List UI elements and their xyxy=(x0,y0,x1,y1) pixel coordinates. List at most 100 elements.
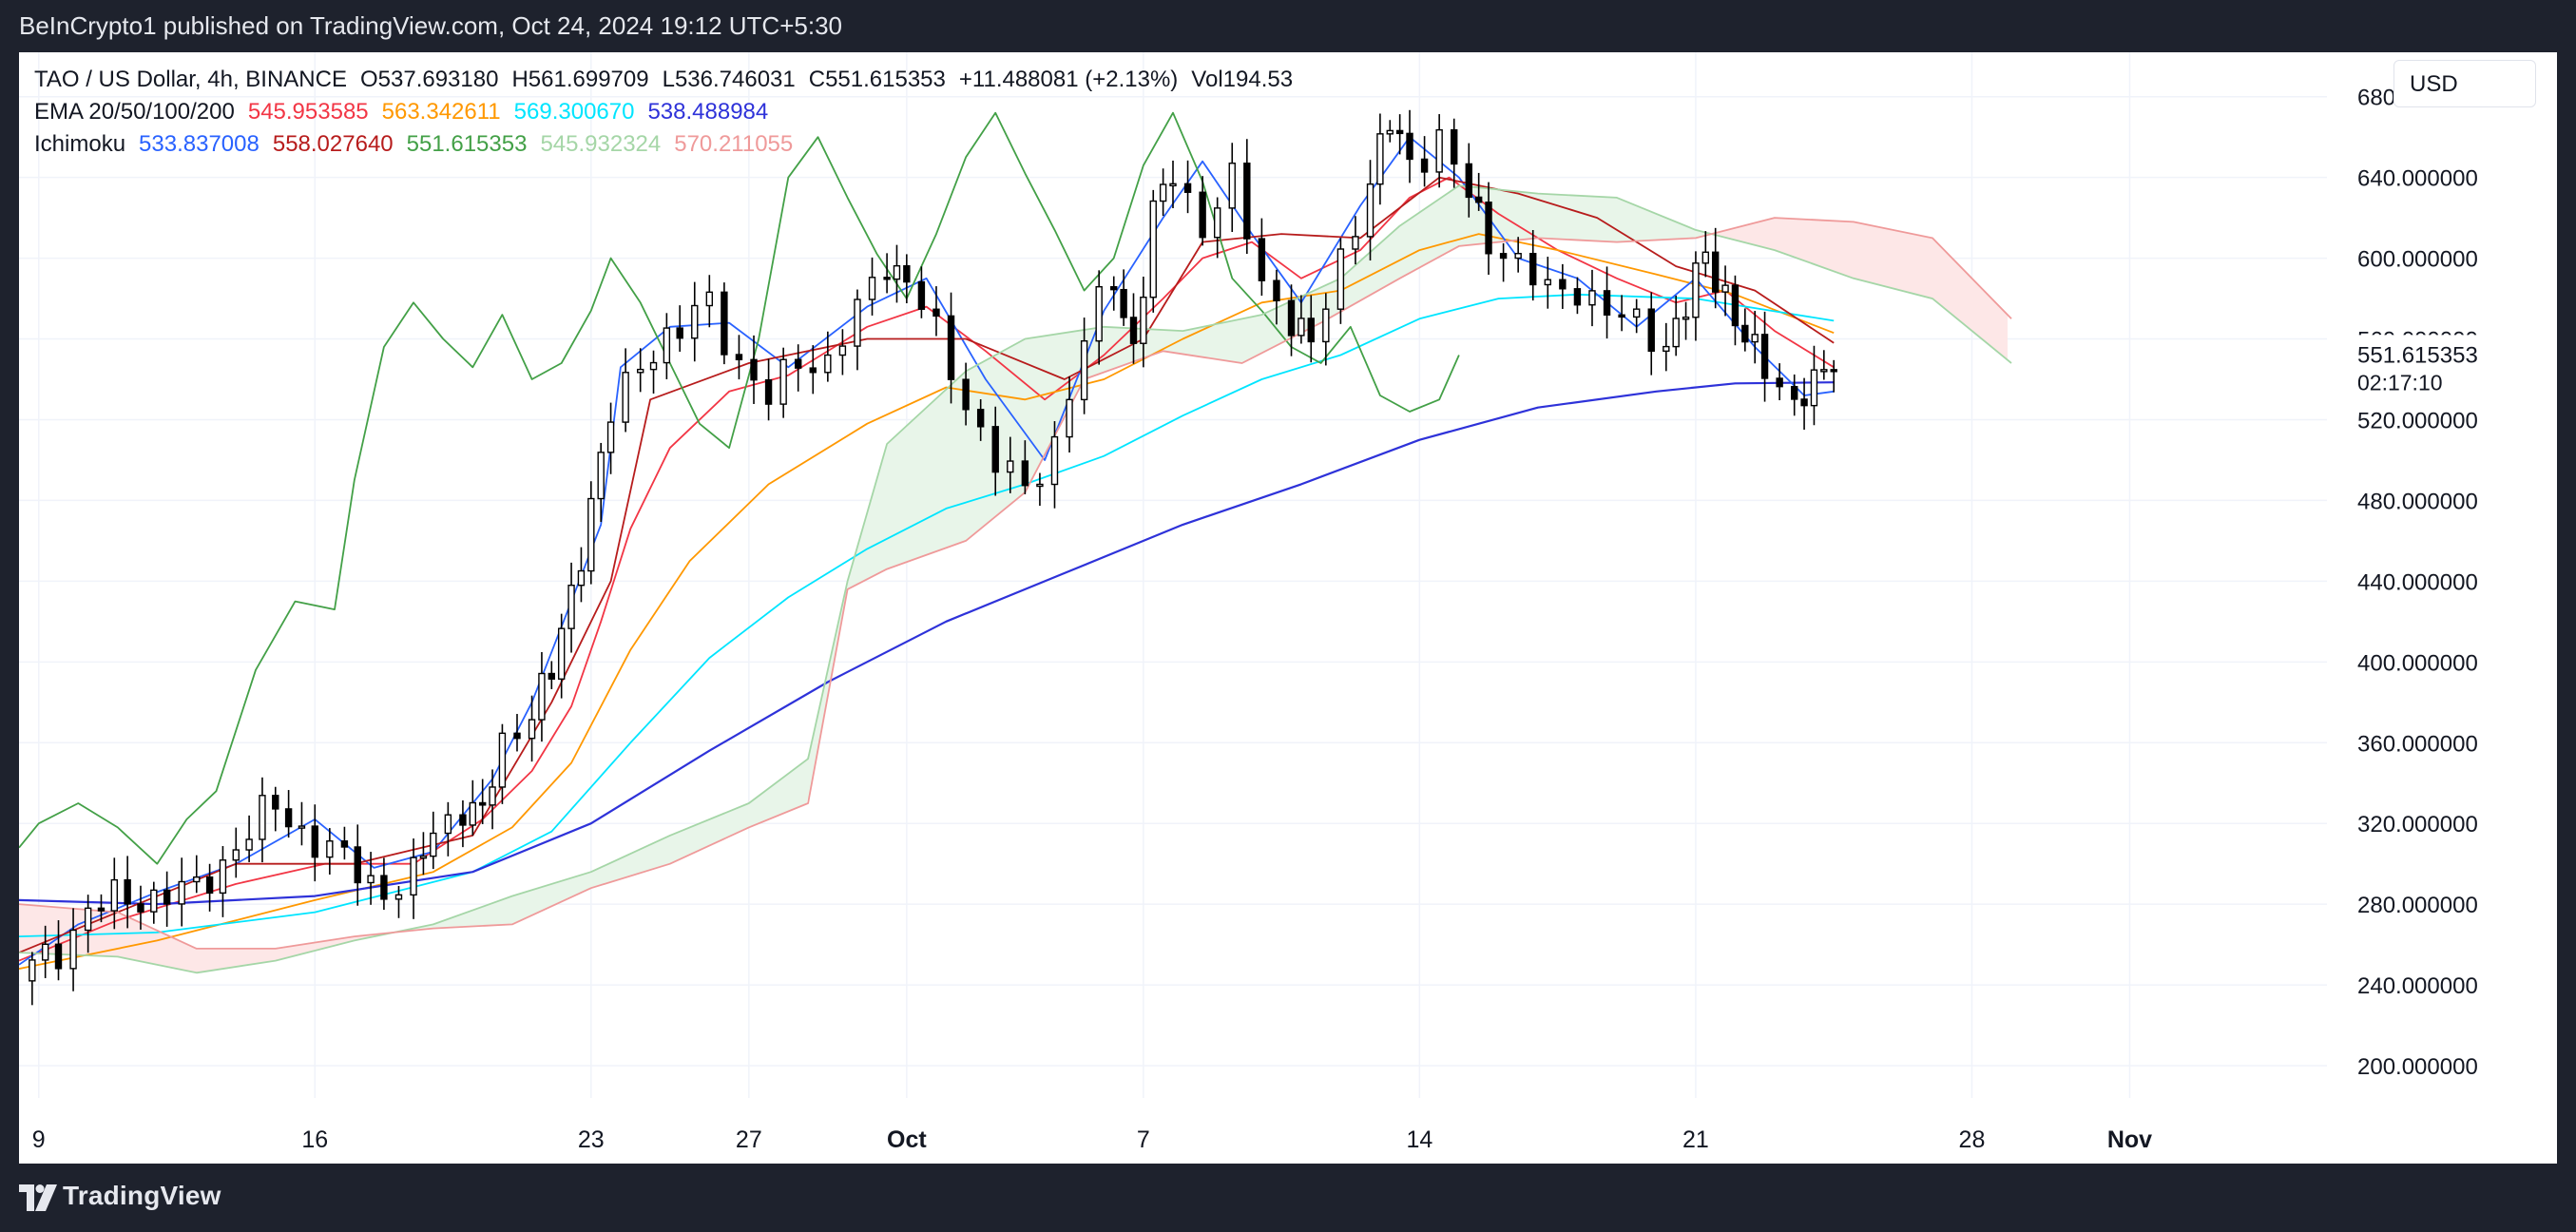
x-tick-label-2: 23 xyxy=(578,1126,605,1153)
candle-130 xyxy=(1731,275,1740,346)
candle-body-58 xyxy=(779,358,787,405)
x-tick-label-4: Oct xyxy=(887,1126,927,1153)
series-ema-20 xyxy=(19,176,1835,962)
candle-body-29 xyxy=(419,855,428,859)
candle-body-136 xyxy=(1800,398,1808,407)
y-tick-label-4: 360.000000 xyxy=(2357,731,2478,757)
candle-31 xyxy=(444,801,452,857)
candle-80 xyxy=(1095,270,1103,365)
legend-high: H561.699709 xyxy=(511,67,649,92)
candle-54 xyxy=(721,282,728,365)
candle-body-9 xyxy=(150,889,158,913)
candle-body-124 xyxy=(1672,318,1680,348)
candle-body-92 xyxy=(1243,163,1251,240)
candle-132 xyxy=(1751,311,1759,364)
candle-87 xyxy=(1169,160,1177,209)
candle-67 xyxy=(903,254,911,304)
candle-body-71 xyxy=(962,378,970,411)
candle-body-11 xyxy=(178,880,185,905)
candle-108 xyxy=(1451,118,1458,188)
candle-body-125 xyxy=(1682,317,1690,320)
tradingview-logo-icon[interactable] xyxy=(19,1184,57,1211)
legend-low: L536.746031 xyxy=(662,67,796,92)
candle-83 xyxy=(1129,293,1138,364)
candle-body-14 xyxy=(219,859,227,895)
candle-44 xyxy=(587,481,595,585)
candle-body-38 xyxy=(528,719,536,740)
candle-91 xyxy=(1228,143,1236,232)
price-chart[interactable]: 200.000000 240.000000 280.000000 320.000000… xyxy=(19,52,2557,1164)
candle-body-32 xyxy=(459,814,467,826)
currency-button[interactable]: USD xyxy=(2393,60,2536,107)
candle-body-102 xyxy=(1376,133,1384,185)
candle-body-77 xyxy=(1050,435,1059,486)
candle-1 xyxy=(41,925,49,978)
candle-30 xyxy=(430,811,437,870)
candle-90 xyxy=(1213,197,1221,259)
candle-63 xyxy=(854,289,861,371)
candle-124 xyxy=(1672,295,1680,356)
candle-68 xyxy=(917,266,926,318)
candle-body-83 xyxy=(1129,317,1138,344)
candle-body-101 xyxy=(1366,183,1375,238)
candle-body-28 xyxy=(410,857,417,896)
legend-span-a: 545.932324 xyxy=(540,131,662,157)
candle-23 xyxy=(340,826,349,860)
candle-27 xyxy=(394,886,403,918)
candles xyxy=(29,109,1837,1006)
publisher-bar: BeInCrypto1 published on TradingView.com… xyxy=(0,0,2576,52)
x-tick-label-7: 21 xyxy=(1682,1126,1709,1153)
candle-body-49 xyxy=(649,361,658,371)
candle-123 xyxy=(1663,322,1670,372)
candle-39 xyxy=(538,651,546,742)
candle-body-30 xyxy=(430,832,437,857)
candle-18 xyxy=(272,786,279,832)
candle-64 xyxy=(868,257,876,316)
legend-symbol[interactable]: TAO / US Dollar, 4h, BINANCE xyxy=(34,67,347,92)
series-kijun xyxy=(19,176,1835,953)
candle-61 xyxy=(824,331,832,382)
last-price-label: 551.615353 xyxy=(2357,342,2478,368)
footer-brand[interactable]: TradingView xyxy=(63,1181,221,1210)
candle-22 xyxy=(326,828,334,876)
candle-body-56 xyxy=(750,358,758,381)
candle-137 xyxy=(1810,345,1818,426)
candle-body-34 xyxy=(478,801,487,806)
series-senkou-span-b xyxy=(19,217,2012,950)
candle-body-70 xyxy=(947,315,955,380)
candle-92 xyxy=(1243,139,1251,255)
candle-125 xyxy=(1682,301,1690,340)
candle-112 xyxy=(1499,242,1508,282)
candle-body-132 xyxy=(1751,334,1759,343)
candle-88 xyxy=(1183,160,1192,214)
candle-body-64 xyxy=(868,277,876,300)
candle-73 xyxy=(991,406,999,496)
time-axis: 9 16 23 27 Oct 7 14 21 28 Nov xyxy=(32,1126,2152,1153)
legend-ichimoku-label[interactable]: Ichimoku xyxy=(34,131,126,157)
legend-open: O537.693180 xyxy=(359,67,499,92)
candle-69 xyxy=(932,286,940,337)
candle-body-18 xyxy=(272,795,279,810)
candle-body-75 xyxy=(1021,460,1029,487)
candle-138 xyxy=(1820,350,1828,380)
x-tick-label-9: Nov xyxy=(2107,1126,2152,1153)
candle-117 xyxy=(1573,277,1582,315)
countdown-label: 02:17:10 xyxy=(2357,370,2443,395)
candle-81 xyxy=(1110,276,1118,311)
candle-body-94 xyxy=(1273,279,1280,301)
candle-84 xyxy=(1140,277,1147,368)
candle-body-47 xyxy=(622,372,629,423)
candle-body-10 xyxy=(163,889,171,905)
candle-7 xyxy=(124,856,131,929)
candle-body-19 xyxy=(284,808,293,828)
candle-53 xyxy=(705,275,714,328)
candle-110 xyxy=(1474,172,1483,211)
legend-ema-label[interactable]: EMA 20/50/100/200 xyxy=(34,99,235,125)
y-tick-label-3: 320.000000 xyxy=(2357,812,2478,837)
candle-15 xyxy=(232,827,240,878)
candle-45 xyxy=(597,442,605,523)
candle-72 xyxy=(976,399,985,441)
candle-body-1 xyxy=(41,943,49,961)
candle-101 xyxy=(1366,160,1375,261)
candle-body-87 xyxy=(1169,183,1177,187)
